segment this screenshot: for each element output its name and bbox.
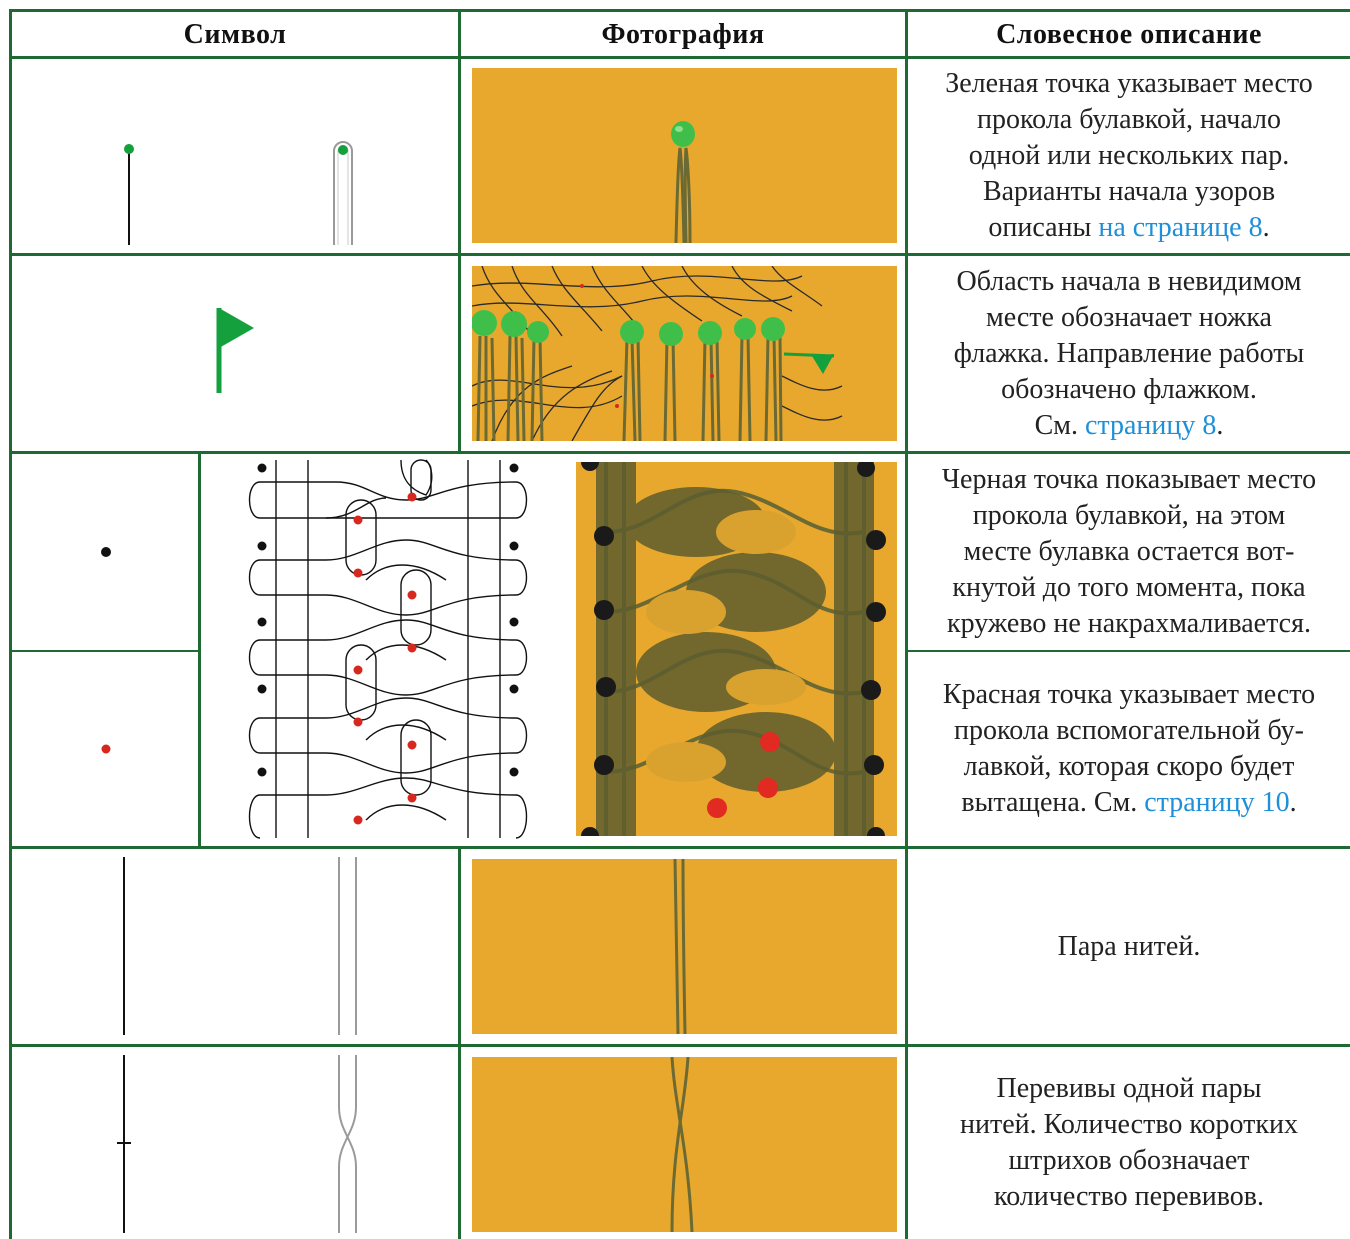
description-twists: Перевивы одной пары нитей. Количество ко… [959, 1073, 1299, 1212]
description-black-pin: Черная точка показывает место прокола бу… [941, 464, 1317, 639]
grid-row3a-bottom [9, 650, 200, 652]
description-thread-pair: Пара нитей. [1057, 930, 1201, 962]
grid-row3b-bottom-right [906, 650, 1350, 652]
lace-photo [576, 462, 897, 836]
grid-col1-right-bottom [458, 846, 461, 1239]
grid-row3-bottom [9, 846, 1350, 849]
grid-row4-bottom [9, 1044, 1350, 1047]
description-flag: Область начала в невидимом месте обознач… [953, 265, 1305, 441]
grid-header-bottom [9, 56, 1350, 59]
red-pin-symbol [101, 744, 111, 754]
lace-pattern-diagram [248, 459, 528, 839]
page-10-link[interactable]: страницу 10 [1144, 787, 1290, 818]
twist-photo [472, 1057, 897, 1232]
thread-pair-photo [472, 859, 897, 1034]
grid-row3-symbol-divider [198, 451, 201, 849]
header-description: Словесное описание [996, 18, 1262, 50]
twist-symbol [117, 1055, 357, 1233]
page-8-link-2[interactable]: страницу 8 [1085, 409, 1217, 441]
flag-icon [216, 308, 254, 393]
header-symbol: Символ [183, 18, 287, 50]
black-pin-symbol [101, 547, 111, 557]
thread-pair-symbol [123, 857, 357, 1035]
green-pin-photo [472, 68, 897, 243]
grid-top [9, 9, 1350, 12]
grid-left [9, 9, 12, 1239]
green-pin-symbol [124, 141, 353, 245]
grid-col2-right [905, 9, 908, 1239]
header-photo: Фотография [601, 18, 765, 50]
page-8-link[interactable]: на странице 8 [1098, 212, 1263, 243]
description-green-pin: Зеленая точка указывает место прокола бу… [945, 68, 1313, 243]
grid-row2-bottom [9, 451, 1350, 454]
grid-row1-bottom [9, 253, 1350, 256]
flag-start-photo [472, 266, 897, 441]
description-red-pin: Красная точка указывает место прокола вс… [942, 679, 1316, 818]
grid-col1-right-top [458, 9, 461, 453]
